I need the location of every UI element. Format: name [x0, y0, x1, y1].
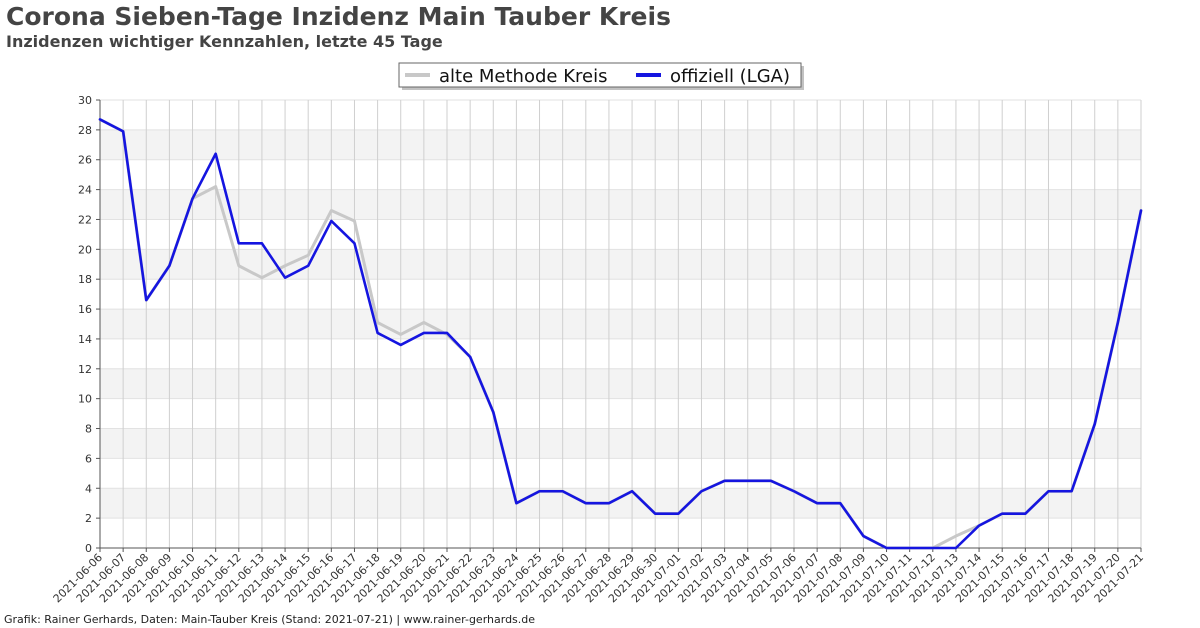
legend-label-offiziell: offiziell (LGA): [670, 66, 790, 87]
background-band: [100, 488, 1141, 519]
background-band: [100, 129, 1141, 160]
background-band: [100, 368, 1141, 399]
legend-box: [398, 62, 802, 88]
horizontal-gridlines: [100, 99, 1141, 549]
chart-subtitle: Inzidenzen wichtiger Kennzahlen, letzte …: [6, 32, 443, 51]
y-tick-label: 20: [78, 243, 92, 256]
legend-label-alte-methode: alte Methode Kreis: [439, 66, 607, 87]
y-tick-label: 22: [78, 213, 92, 226]
y-tick-label: 28: [78, 124, 92, 137]
chart-title: Corona Sieben-Tage Inzidenz Main Tauber …: [6, 2, 671, 31]
y-tick-label: 8: [85, 423, 92, 436]
y-tick-label: 0: [85, 542, 92, 555]
y-tick-label: 14: [78, 333, 92, 346]
background-bands: [100, 129, 1141, 519]
x-axis-tick-labels: 2021-06-062021-06-072021-06-082021-06-09…: [51, 551, 1146, 605]
y-tick-label: 10: [78, 393, 92, 406]
y-tick-label: 24: [78, 184, 92, 197]
y-tick-label: 30: [78, 94, 92, 107]
background-band: [100, 428, 1141, 459]
series-lines: [98, 117, 1143, 550]
y-tick-label: 16: [78, 303, 92, 316]
y-tick-label: 12: [78, 363, 92, 376]
background-band: [100, 309, 1141, 339]
y-tick-label: 26: [78, 154, 92, 167]
plot-axes: [96, 99, 1141, 549]
y-tick-label: 6: [85, 452, 92, 465]
background-band: [100, 189, 1141, 220]
legend: alte Methode Kreis offiziell (LGA): [398, 62, 804, 90]
background-band: [100, 249, 1141, 280]
y-tick-label: 18: [78, 273, 92, 286]
series-line-offiziell: [98, 118, 1143, 550]
y-tick-label: 2: [85, 512, 92, 525]
footer-credit: Grafik: Rainer Gerhards, Daten: Main-Tau…: [4, 613, 536, 626]
y-tick-label: 4: [85, 482, 92, 495]
